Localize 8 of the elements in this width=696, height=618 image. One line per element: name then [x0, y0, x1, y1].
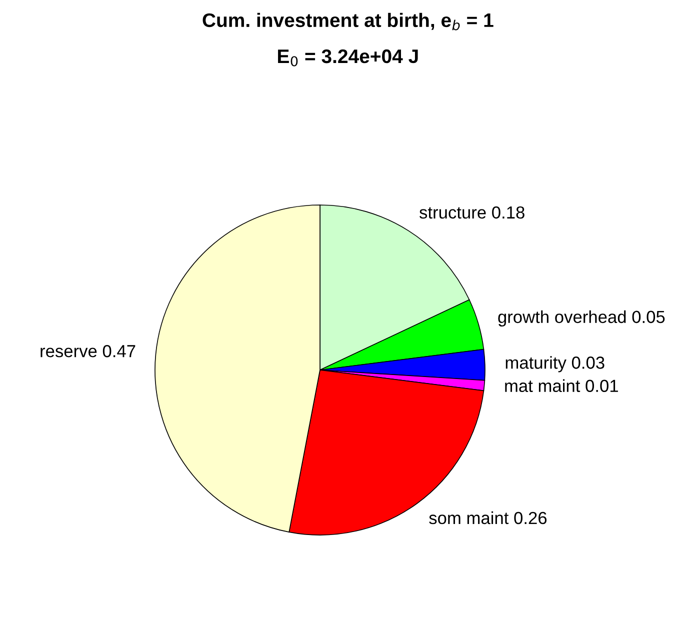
slice-label: growth overhead 0.05: [498, 310, 665, 327]
slice-label: maturity 0.03: [506, 356, 604, 372]
slice-label: som maint 0.26: [429, 511, 547, 524]
slice-label: reserve 0.47: [40, 344, 136, 358]
slice-label: mat maint 0.01: [505, 379, 618, 392]
chart-subtitle: E$_{0}$ = 3.24e+04 J: [278, 49, 418, 66]
slice-label: structure 0.18: [420, 206, 524, 219]
chart-title: Cum. investment at birth, e$_{b}$ = 1: [202, 12, 494, 30]
